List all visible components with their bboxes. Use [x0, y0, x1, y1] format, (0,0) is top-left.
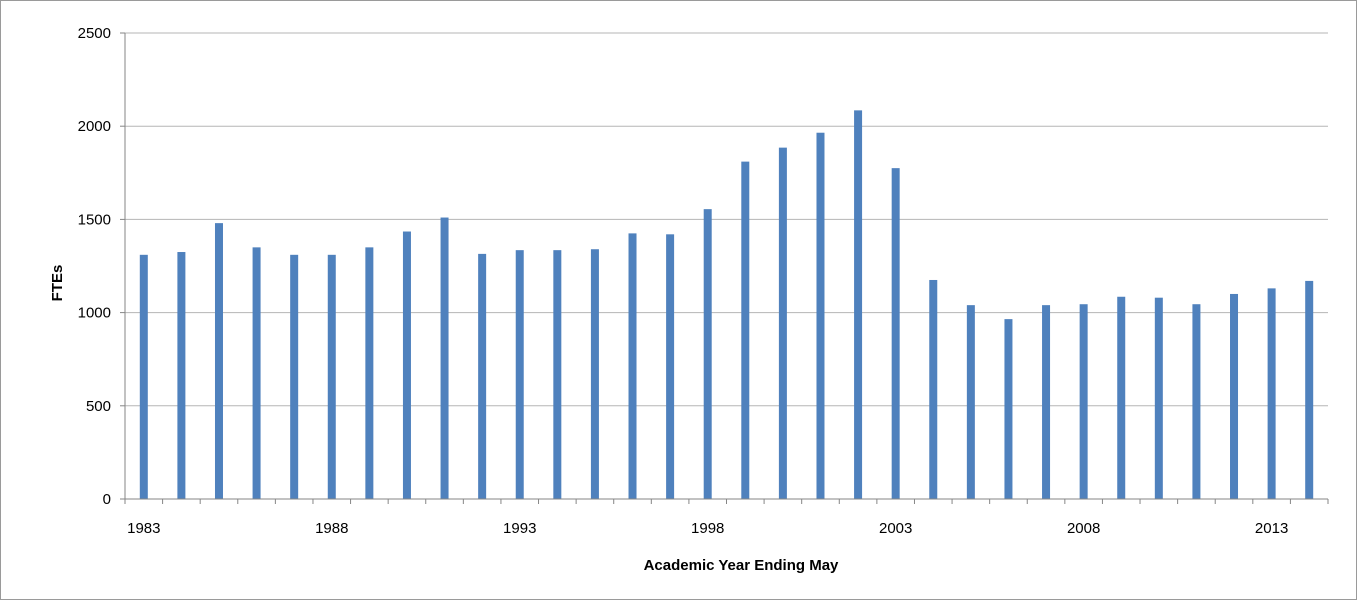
bar-2013 — [1267, 288, 1276, 499]
bar-2009 — [1117, 296, 1126, 499]
bar-2000 — [778, 147, 787, 500]
bar-2004 — [929, 279, 938, 499]
bar-1988 — [327, 254, 336, 499]
y-tick-label: 0 — [103, 491, 111, 508]
x-tick-label-1998: 1998 — [691, 520, 724, 537]
bar-1998 — [703, 209, 712, 499]
x-tick-label-2013: 2013 — [1255, 520, 1288, 537]
x-tick-labels: 1983 1988 1993 1998 2003 2008 2013 — [127, 520, 1288, 537]
x-axis-title: Academic Year Ending May — [644, 557, 839, 574]
bar-2014 — [1305, 280, 1314, 499]
bar-2002 — [854, 110, 863, 499]
y-tick-label: 500 — [86, 398, 111, 415]
bar-2012 — [1230, 293, 1239, 499]
bar-2008 — [1079, 304, 1088, 499]
bar-2005 — [966, 305, 975, 499]
bar-2006 — [1004, 319, 1013, 499]
bar-1985 — [214, 223, 223, 500]
bar-2011 — [1192, 304, 1201, 499]
axes — [120, 32, 1329, 504]
bar-2003 — [891, 168, 900, 499]
bar-1989 — [365, 247, 374, 499]
x-tick-label-1983: 1983 — [127, 520, 160, 537]
bar-1991 — [440, 217, 449, 499]
bar-1995 — [590, 249, 599, 499]
bar-1996 — [628, 233, 637, 499]
bar-1987 — [290, 254, 299, 499]
bar-1999 — [741, 161, 750, 499]
bar-series — [139, 110, 1314, 500]
bar-2001 — [816, 132, 825, 499]
y-tick-label: 2500 — [78, 25, 111, 42]
bar-1992 — [478, 253, 487, 499]
y-axis-title: FTEs — [49, 265, 66, 302]
bar-2007 — [1042, 305, 1051, 499]
bar-2010 — [1154, 297, 1163, 499]
gridlines — [125, 32, 1328, 407]
x-tick-label-2008: 2008 — [1067, 520, 1100, 537]
bar-1994 — [553, 250, 562, 499]
y-tick-label: 1500 — [78, 211, 111, 228]
x-tick-label-2003: 2003 — [879, 520, 912, 537]
bar-1983 — [139, 254, 148, 499]
bar-1984 — [177, 252, 186, 499]
y-tick-labels: 0 500 1000 1500 2000 2500 — [78, 25, 111, 508]
bar-1990 — [402, 231, 411, 500]
y-tick-label: 2000 — [78, 118, 111, 135]
x-tick-label-1993: 1993 — [503, 520, 536, 537]
bar-1986 — [252, 247, 261, 499]
bar-1993 — [515, 250, 524, 499]
y-tick-label: 1000 — [78, 305, 111, 322]
x-tick-label-1988: 1988 — [315, 520, 348, 537]
bar-1997 — [666, 234, 675, 499]
